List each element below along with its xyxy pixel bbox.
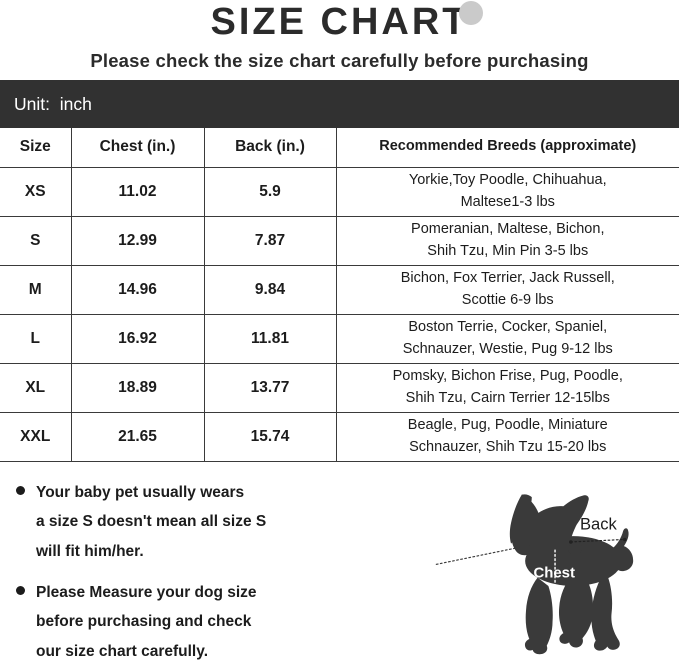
svg-text:Chest: Chest	[533, 565, 575, 582]
svg-text:Back: Back	[580, 515, 618, 534]
